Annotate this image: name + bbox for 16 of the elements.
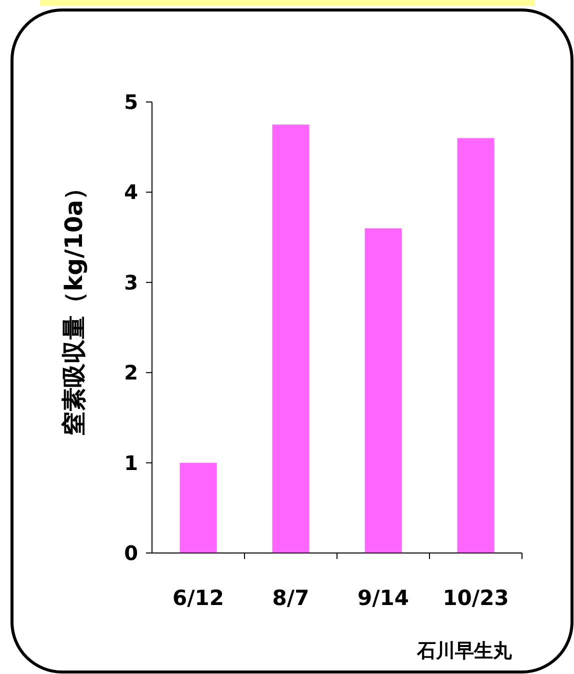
bar [180,462,217,553]
x-tick-label: 9/14 [357,586,410,610]
y-tick-label: 0 [124,541,138,565]
y-tick-label: 1 [124,450,138,475]
bar [364,228,402,553]
bar [272,124,310,553]
y-tick-label: 5 [124,90,138,114]
y-axis-title: 窒素吸収量（kg/10a） [60,176,88,436]
y-tick-label: 4 [124,180,138,204]
y-tick-label: 3 [124,270,138,294]
x-tick-label: 8/7 [272,586,310,610]
x-axis-title: 石川早生丸 [416,640,512,662]
x-tick-label: 10/23 [442,586,509,610]
y-tick-label: 2 [124,360,138,385]
x-tick-label: 6/12 [172,586,224,610]
bar [457,138,494,553]
